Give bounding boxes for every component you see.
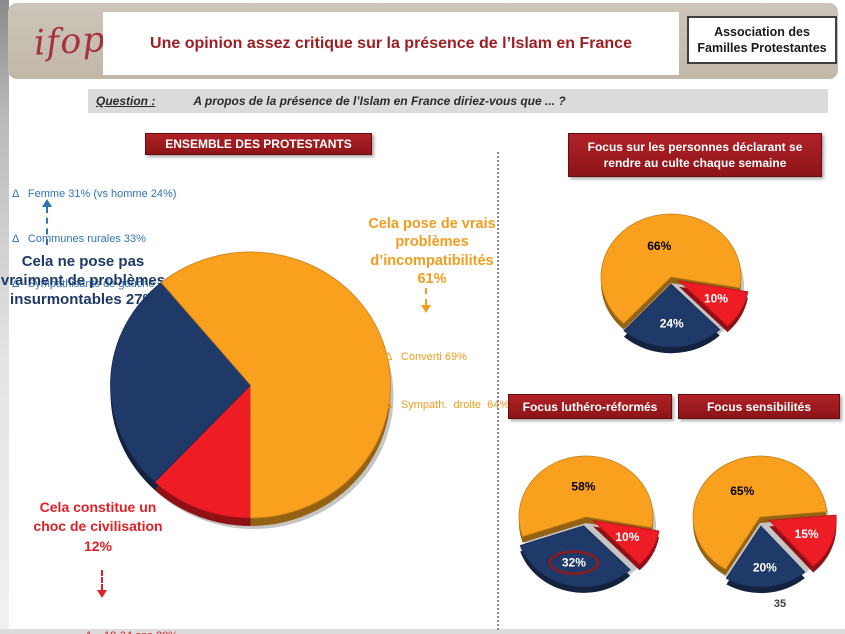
note-line: Δ Sympath. droite 64% xyxy=(385,399,510,411)
dashed-down-arrow-icon xyxy=(421,288,431,313)
svg-text:65%: 65% xyxy=(730,484,754,498)
arrow-dashed-line xyxy=(101,570,103,590)
header-bar: ifop Une opinion assez critique sur la p… xyxy=(8,3,838,79)
svg-text:10%: 10% xyxy=(615,530,639,544)
arrowhead-down xyxy=(421,305,431,313)
note-line: Δ 18-24 ans 20% xyxy=(85,629,234,634)
slice-label-orange: Cela pose de vrais problèmes d’incompati… xyxy=(368,216,496,288)
association-badge: Association des Familles Protestantes xyxy=(687,16,837,64)
arrowhead-down xyxy=(97,590,107,598)
question-label: Question : xyxy=(96,94,156,108)
title-panel: Une opinion assez critique sur la présen… xyxy=(103,12,679,75)
sensibilites-pie-chart: 15% 20% 65% xyxy=(682,446,838,594)
culte-pie-chart: 10% 24% 66% xyxy=(589,200,753,360)
note-line: Δ Femme 31% (vs homme 24%) xyxy=(12,188,177,200)
dashed-up-arrow-icon xyxy=(42,199,52,245)
svg-text:10%: 10% xyxy=(704,292,728,306)
arrowhead-up xyxy=(42,199,52,207)
slide-bottom-edge xyxy=(0,629,845,634)
note-line: Δ Converti 69% xyxy=(385,351,467,363)
question-text: A propos de la présence de l’Islam en Fr… xyxy=(193,94,566,108)
svg-text:20%: 20% xyxy=(753,560,777,574)
section-divider xyxy=(497,152,499,630)
focus-luthero-header: Focus luthéro-réformés xyxy=(508,394,672,419)
svg-text:58%: 58% xyxy=(571,480,595,494)
ifop-logo: ifop xyxy=(32,20,107,64)
significant-differences-orange: Δ Converti 69% Δ Sympath. droite 64% xyxy=(385,317,509,445)
dashed-down-arrow-icon xyxy=(97,570,107,598)
focus-sensibilites-header: Focus sensibilités xyxy=(678,394,840,419)
arrow-dashed-line xyxy=(46,207,48,245)
svg-text:15%: 15% xyxy=(795,527,819,541)
significant-differences-red: Δ 18-24 ans 20% Δ Sympathisants du FN 27… xyxy=(85,599,234,634)
note-line: Δ Communes rurales 33% xyxy=(12,233,146,245)
slide-left-edge xyxy=(0,0,9,634)
ensemble-header: ENSEMBLE DES PROTESTANTS xyxy=(145,133,372,155)
page-number: 35 xyxy=(773,598,787,610)
svg-text:32%: 32% xyxy=(562,556,586,570)
slice-label-navy: Cela ne pose pas vraiment de problèmes i… xyxy=(0,253,166,309)
page-title: Une opinion assez critique sur la présen… xyxy=(150,34,632,52)
question-bar: Question : A propos de la présence de l’… xyxy=(88,89,828,113)
slice-label-red: Cela constitue un choc de civilisation 1… xyxy=(33,499,163,554)
svg-text:66%: 66% xyxy=(647,239,671,253)
ensemble-pie-chart xyxy=(103,243,398,535)
arrow-dashed-line xyxy=(425,288,427,305)
focus-culte-header: Focus sur les personnes déclarant se ren… xyxy=(568,133,822,177)
luthero-pie-chart: 10% 32% 58% xyxy=(508,446,664,594)
svg-text:24%: 24% xyxy=(660,316,684,330)
